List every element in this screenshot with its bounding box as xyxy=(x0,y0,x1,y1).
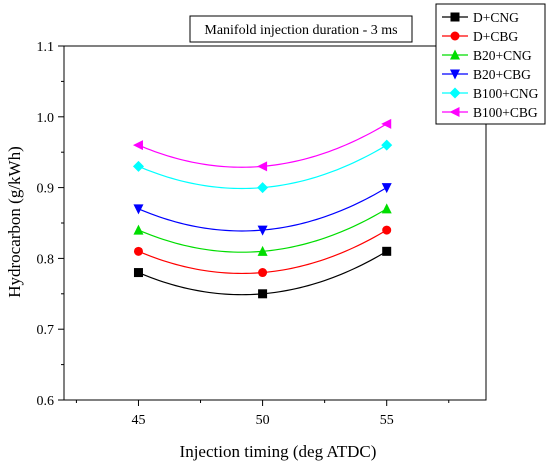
annotation-text: Manifold injection duration - 3 ms xyxy=(204,23,397,38)
legend-label: B100+CBG xyxy=(473,105,538,120)
legend-entry: B20+CBG xyxy=(442,67,531,82)
data-point xyxy=(133,268,143,278)
y-tick-label: 0.6 xyxy=(37,394,55,409)
series-line xyxy=(138,187,388,232)
legend-entry: B100+CNG xyxy=(442,86,539,101)
data-point xyxy=(133,224,144,235)
y-axis-title: Hydrocarbon (g/kWh) xyxy=(5,146,24,298)
series-line xyxy=(138,123,388,168)
legend-label: B20+CNG xyxy=(473,48,532,63)
y-tick-label: 0.7 xyxy=(37,323,55,338)
y-tick-label: 0.8 xyxy=(37,252,55,267)
data-point xyxy=(133,246,143,256)
series-b20-cbg xyxy=(133,183,392,236)
data-point xyxy=(381,118,392,129)
series-b100-cng xyxy=(132,139,393,194)
y-tick-label: 0.9 xyxy=(37,182,55,197)
legend-marker xyxy=(449,87,461,99)
annotation-box: Manifold injection duration - 3 ms xyxy=(189,15,413,43)
data-point xyxy=(382,246,392,256)
data-point xyxy=(257,182,269,194)
series-b20-cng xyxy=(133,203,392,256)
series-b100-cbg xyxy=(132,118,392,172)
plot-border xyxy=(63,45,487,401)
legend-label: D+CBG xyxy=(473,29,518,44)
legend-entry: B100+CBG xyxy=(442,105,538,120)
y-tick-label: 1.1 xyxy=(37,40,55,55)
data-point xyxy=(258,268,268,278)
series-layer xyxy=(132,118,393,299)
legend-entry: D+CNG xyxy=(442,10,519,25)
data-point xyxy=(381,183,392,194)
y-axis: 0.6 0.7 0.8 0.9 1.0 1.1 xyxy=(37,40,64,409)
series-d-cng xyxy=(133,246,392,299)
x-axis-title: Injection timing (deg ATDC) xyxy=(180,442,377,461)
legend-marker xyxy=(449,107,460,117)
legend-label: B100+CNG xyxy=(473,86,539,101)
x-tick-label: 55 xyxy=(380,413,394,428)
legend-marker xyxy=(450,49,460,60)
legend-entry: B20+CNG xyxy=(442,48,532,63)
data-point xyxy=(257,245,268,256)
legend-label: D+CNG xyxy=(473,10,519,25)
data-point xyxy=(258,289,268,299)
data-point xyxy=(133,204,144,215)
legend-marker xyxy=(450,12,460,22)
plot-frame xyxy=(63,45,487,401)
data-point xyxy=(132,140,143,151)
x-tick-label: 45 xyxy=(131,413,145,428)
legend-marker xyxy=(450,31,460,41)
data-point xyxy=(132,160,144,172)
data-point xyxy=(382,225,392,235)
data-point xyxy=(381,139,393,151)
legend-entry: D+CBG xyxy=(442,29,518,44)
data-point xyxy=(381,203,392,214)
series-d-cbg xyxy=(133,225,392,278)
data-point xyxy=(257,225,268,236)
x-axis: 45 50 55 xyxy=(75,400,450,428)
legend-label: B20+CBG xyxy=(473,67,531,82)
legend-marker xyxy=(450,69,460,80)
y-tick-label: 1.0 xyxy=(37,111,55,126)
x-tick-label: 50 xyxy=(256,413,270,428)
legend: D+CNG D+CBG B20+CNG B20+CBG B100+CNG B100+CBG xyxy=(435,3,546,125)
data-point xyxy=(257,161,268,172)
